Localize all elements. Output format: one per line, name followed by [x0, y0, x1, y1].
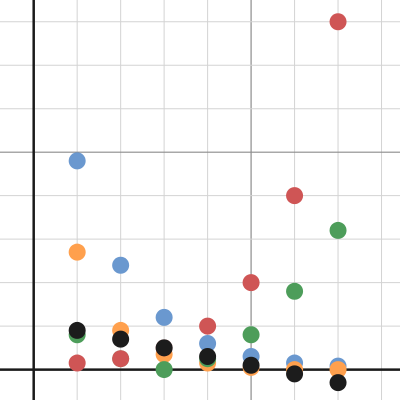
data-point — [329, 361, 347, 379]
data-point — [155, 361, 173, 379]
data-point — [242, 356, 260, 374]
data-point — [329, 374, 347, 392]
data-point — [286, 187, 304, 205]
data-point — [68, 354, 86, 372]
data-point — [242, 274, 260, 292]
data-point — [112, 350, 130, 368]
data-point — [155, 308, 173, 326]
data-point — [242, 326, 260, 344]
data-point — [68, 243, 86, 261]
data-points — [68, 13, 347, 392]
data-point — [112, 256, 130, 274]
data-point — [199, 334, 217, 352]
data-point — [329, 13, 347, 31]
data-point — [112, 330, 130, 348]
data-point — [199, 317, 217, 335]
data-point — [68, 152, 86, 170]
data-point — [155, 339, 173, 357]
data-point — [329, 221, 347, 239]
data-point — [286, 282, 304, 300]
data-point — [286, 365, 304, 383]
data-point — [199, 348, 217, 366]
data-point — [68, 321, 86, 339]
